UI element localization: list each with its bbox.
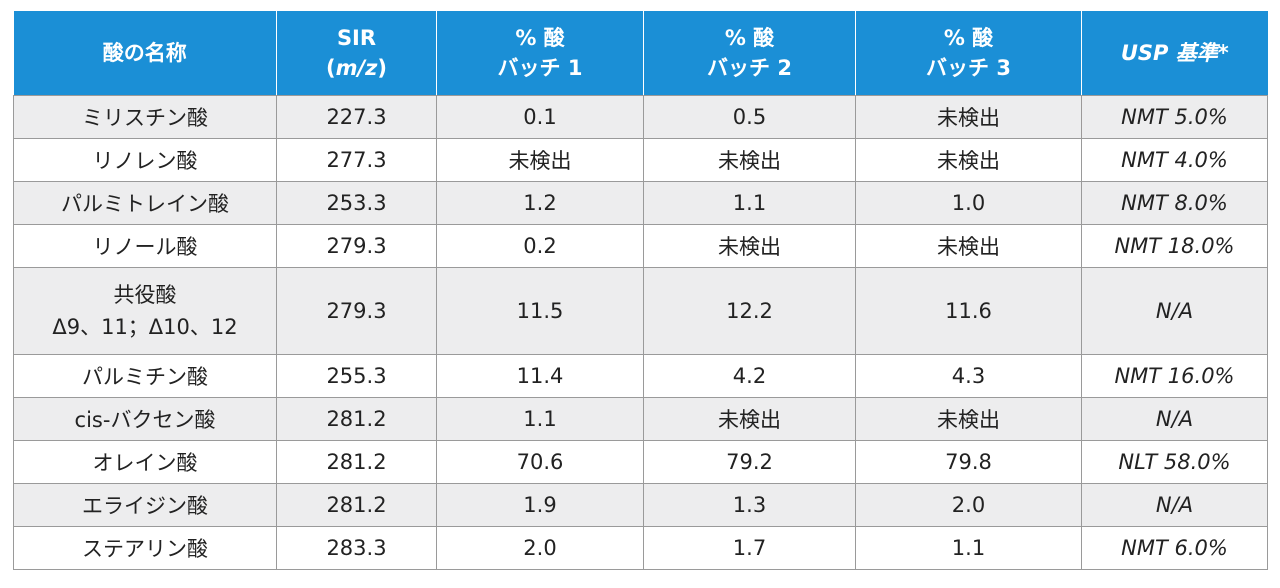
cell-batch-2: 未検出 [643,224,856,268]
table-row: リノレン酸 277.3 未検出 未検出 未検出 NMT 4.0% [13,138,1268,182]
table-header-row: 酸の名称 SIR (m/z) % 酸 バッチ 1 % 酸 バッチ 2 % 酸 バ… [13,11,1268,96]
cell-usp-criteria: NMT 18.0% [1081,224,1268,268]
cell-acid-name: パルミトレイン酸 [13,181,277,225]
header-usp-criteria-text: USP 基準* [1120,41,1229,65]
cell-batch-3: 未検出 [855,138,1082,182]
cell-batch-2: 1.7 [643,526,856,570]
header-batch-2-line2: バッチ 2 [707,56,792,80]
table-row: ミリスチン酸 227.3 0.1 0.5 未検出 NMT 5.0% [13,95,1268,139]
cell-batch-1: 未検出 [436,138,644,182]
cell-batch-3: 79.8 [855,440,1082,484]
cell-usp-criteria: NMT 8.0% [1081,181,1268,225]
cell-acid-name-line2: Δ9、11；Δ10、12 [52,315,238,339]
cell-usp-criteria: N/A [1081,397,1268,441]
cell-batch-1: 1.1 [436,397,644,441]
header-batch-2-line1: % 酸 [724,26,775,50]
header-batch-3: % 酸 バッチ 3 [855,11,1082,96]
cell-batch-2: 79.2 [643,440,856,484]
cell-acid-name: パルミチン酸 [13,354,277,398]
cell-sir: 227.3 [276,95,437,139]
table-row: cis-バクセン酸 281.2 1.1 未検出 未検出 N/A [13,397,1268,441]
cell-sir: 279.3 [276,267,437,355]
header-batch-2: % 酸 バッチ 2 [643,11,856,96]
cell-batch-3: 4.3 [855,354,1082,398]
fatty-acid-table-container: 酸の名称 SIR (m/z) % 酸 バッチ 1 % 酸 バッチ 2 % 酸 バ… [13,11,1268,570]
cell-usp-criteria: NMT 4.0% [1081,138,1268,182]
cell-sir: 279.3 [276,224,437,268]
cell-acid-name: エライジン酸 [13,483,277,527]
cell-acid-name-line1: 共役酸 [113,283,177,307]
cell-batch-2: 12.2 [643,267,856,355]
cell-batch-2: 4.2 [643,354,856,398]
cell-batch-1: 11.4 [436,354,644,398]
table-row: リノール酸 279.3 0.2 未検出 未検出 NMT 18.0% [13,224,1268,268]
cell-sir: 283.3 [276,526,437,570]
cell-batch-1: 0.2 [436,224,644,268]
cell-batch-3: 11.6 [855,267,1082,355]
cell-batch-2: 1.1 [643,181,856,225]
table-row: パルミトレイン酸 253.3 1.2 1.1 1.0 NMT 8.0% [13,181,1268,225]
cell-batch-3: 未検出 [855,397,1082,441]
cell-batch-3: 2.0 [855,483,1082,527]
fatty-acid-results-table: 酸の名称 SIR (m/z) % 酸 バッチ 1 % 酸 バッチ 2 % 酸 バ… [13,11,1268,570]
cell-usp-criteria: NMT 16.0% [1081,354,1268,398]
cell-batch-3: 1.0 [855,181,1082,225]
cell-acid-name: ミリスチン酸 [13,95,277,139]
cell-batch-3: 1.1 [855,526,1082,570]
cell-acid-name: ステアリン酸 [13,526,277,570]
header-batch-3-line2: バッチ 3 [926,56,1011,80]
cell-sir: 277.3 [276,138,437,182]
header-batch-1: % 酸 バッチ 1 [436,11,644,96]
table-row: パルミチン酸 255.3 11.4 4.2 4.3 NMT 16.0% [13,354,1268,398]
cell-usp-criteria: N/A [1081,267,1268,355]
cell-usp-criteria: NLT 58.0% [1081,440,1268,484]
cell-batch-2: 未検出 [643,397,856,441]
cell-batch-2: 0.5 [643,95,856,139]
header-acid-name-text: 酸の名称 [102,41,187,65]
table-row: オレイン酸 281.2 70.6 79.2 79.8 NLT 58.0% [13,440,1268,484]
cell-batch-1: 2.0 [436,526,644,570]
cell-sir: 255.3 [276,354,437,398]
cell-sir: 281.2 [276,397,437,441]
header-sir-unit-mz: m/z [335,56,378,80]
header-sir: SIR (m/z) [276,11,437,96]
header-sir-unit: (m/z) [326,56,387,80]
table-row: エライジン酸 281.2 1.9 1.3 2.0 N/A [13,483,1268,527]
header-sir-label: SIR [336,26,377,50]
cell-usp-criteria: NMT 6.0% [1081,526,1268,570]
cell-batch-1: 1.9 [436,483,644,527]
cell-sir: 281.2 [276,483,437,527]
cell-sir: 253.3 [276,181,437,225]
cell-batch-1: 70.6 [436,440,644,484]
cell-acid-name: リノレン酸 [13,138,277,182]
cell-acid-name: リノール酸 [13,224,277,268]
cell-usp-criteria: NMT 5.0% [1081,95,1268,139]
header-batch-1-line2: バッチ 1 [497,56,583,80]
cell-batch-1: 0.1 [436,95,644,139]
cell-acid-name: オレイン酸 [13,440,277,484]
cell-acid-name: 共役酸 Δ9、11；Δ10、12 [13,267,277,355]
table-row: 共役酸 Δ9、11；Δ10、12 279.3 11.5 12.2 11.6 N/… [13,267,1268,355]
header-usp-criteria: USP 基準* [1081,11,1268,96]
cell-batch-1: 1.2 [436,181,644,225]
table-row: ステアリン酸 283.3 2.0 1.7 1.1 NMT 6.0% [13,526,1268,570]
cell-batch-3: 未検出 [855,224,1082,268]
header-batch-1-line1: % 酸 [515,26,565,50]
header-acid-name: 酸の名称 [13,11,277,96]
cell-batch-1: 11.5 [436,267,644,355]
cell-usp-criteria: N/A [1081,483,1268,527]
header-batch-3-line1: % 酸 [943,26,994,50]
cell-batch-2: 未検出 [643,138,856,182]
cell-sir: 281.2 [276,440,437,484]
cell-acid-name: cis-バクセン酸 [13,397,277,441]
cell-batch-3: 未検出 [855,95,1082,139]
cell-batch-2: 1.3 [643,483,856,527]
